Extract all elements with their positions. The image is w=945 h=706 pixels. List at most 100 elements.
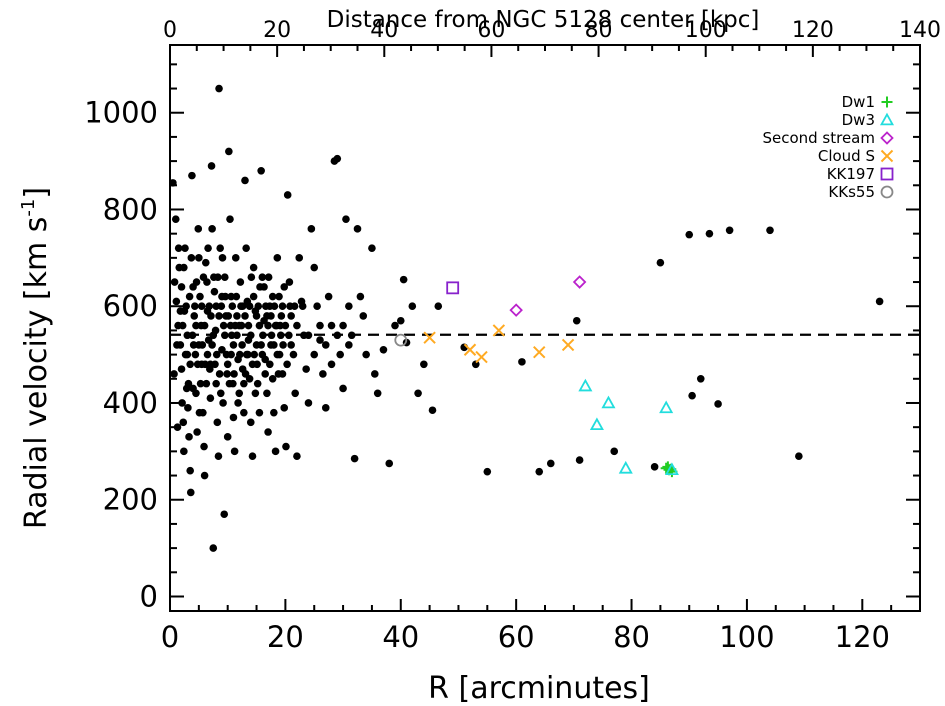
data-point — [313, 302, 321, 311]
top-x-axis-title: Distance from NGC 5128 center [kpc] — [327, 7, 760, 33]
data-point — [238, 302, 247, 311]
data-point — [214, 452, 223, 460]
data-point — [353, 225, 362, 233]
data-point — [356, 292, 365, 301]
data-point — [339, 321, 347, 330]
data-point — [535, 467, 544, 476]
data-point — [229, 341, 238, 349]
cloud-s-point — [492, 324, 506, 337]
data-point — [193, 428, 201, 436]
data-point — [290, 302, 299, 311]
data-point — [795, 452, 803, 460]
data-point — [368, 244, 376, 252]
data-point — [227, 350, 235, 359]
data-point — [230, 447, 239, 456]
data-point — [270, 341, 278, 349]
data-point — [263, 389, 271, 398]
data-point — [253, 360, 261, 369]
cloud-s-point — [423, 331, 436, 344]
data-point — [201, 360, 209, 369]
dw3-point — [601, 395, 616, 409]
data-point — [250, 350, 259, 359]
data-point — [264, 321, 272, 330]
y-axis-title-close: ] — [19, 187, 54, 199]
data-point — [285, 278, 294, 286]
legend-marker-kk197 — [880, 167, 894, 181]
data-point — [280, 404, 289, 412]
data-point — [518, 358, 526, 366]
data-point — [274, 370, 283, 378]
data-point — [371, 370, 379, 378]
data-point — [170, 278, 179, 286]
legend-label-cloud-s: Cloud S — [818, 147, 875, 165]
data-point — [179, 418, 188, 427]
background-points — [169, 84, 884, 552]
data-point — [236, 278, 245, 286]
data-point — [218, 254, 227, 262]
data-point — [210, 273, 218, 282]
data-point — [293, 321, 301, 330]
data-point — [216, 244, 224, 252]
data-point — [350, 454, 359, 463]
data-point — [725, 226, 734, 235]
y-tick-label: 0 — [140, 579, 158, 613]
dw3-point — [664, 462, 679, 476]
data-point — [227, 292, 235, 301]
data-point — [183, 331, 192, 340]
data-point — [280, 283, 289, 291]
data-point — [434, 302, 443, 311]
data-point — [339, 384, 347, 393]
data-point — [258, 350, 267, 359]
x-tick-label: 40 — [382, 620, 419, 654]
x-tick-label: 0 — [161, 620, 179, 654]
top-x-tick-label: 100 — [685, 18, 727, 43]
data-point — [200, 471, 209, 480]
data-point — [210, 287, 219, 296]
data-point — [220, 510, 229, 519]
data-point — [221, 292, 230, 301]
x-tick-label: 20 — [267, 620, 304, 654]
top-x-tick-label: 120 — [792, 18, 834, 43]
data-point — [283, 360, 291, 369]
data-point — [225, 147, 233, 156]
data-point — [396, 316, 405, 325]
data-point — [215, 370, 224, 378]
data-point — [236, 350, 244, 359]
data-point — [263, 312, 271, 320]
data-point — [234, 399, 242, 407]
data-point — [575, 456, 584, 464]
data-point — [174, 244, 183, 252]
data-point — [216, 389, 225, 398]
data-point — [483, 467, 492, 476]
y-tick-label: 200 — [103, 483, 158, 517]
data-point — [283, 191, 292, 199]
data-point — [267, 331, 276, 340]
data-point — [420, 360, 428, 369]
data-point — [251, 389, 260, 398]
y-tick-label: 400 — [103, 386, 158, 420]
data-point — [257, 341, 265, 349]
legend-marker-dw3 — [879, 112, 895, 126]
data-point — [226, 215, 234, 223]
data-point — [173, 341, 181, 349]
data-point — [193, 360, 202, 369]
data-point — [242, 244, 250, 252]
data-point — [270, 302, 279, 311]
data-point — [270, 408, 278, 417]
data-point — [177, 365, 186, 373]
data-point — [696, 374, 705, 383]
data-point — [255, 321, 264, 330]
data-point — [255, 408, 264, 417]
data-point — [316, 336, 324, 344]
data-point — [207, 312, 215, 320]
data-point — [215, 84, 223, 93]
data-point — [766, 226, 774, 235]
data-point — [212, 350, 221, 359]
data-point — [198, 341, 207, 349]
data-point — [231, 254, 240, 262]
data-point — [252, 312, 261, 320]
x-tick-label: 60 — [498, 620, 535, 654]
data-point — [212, 379, 220, 388]
dw3-point — [659, 400, 674, 414]
